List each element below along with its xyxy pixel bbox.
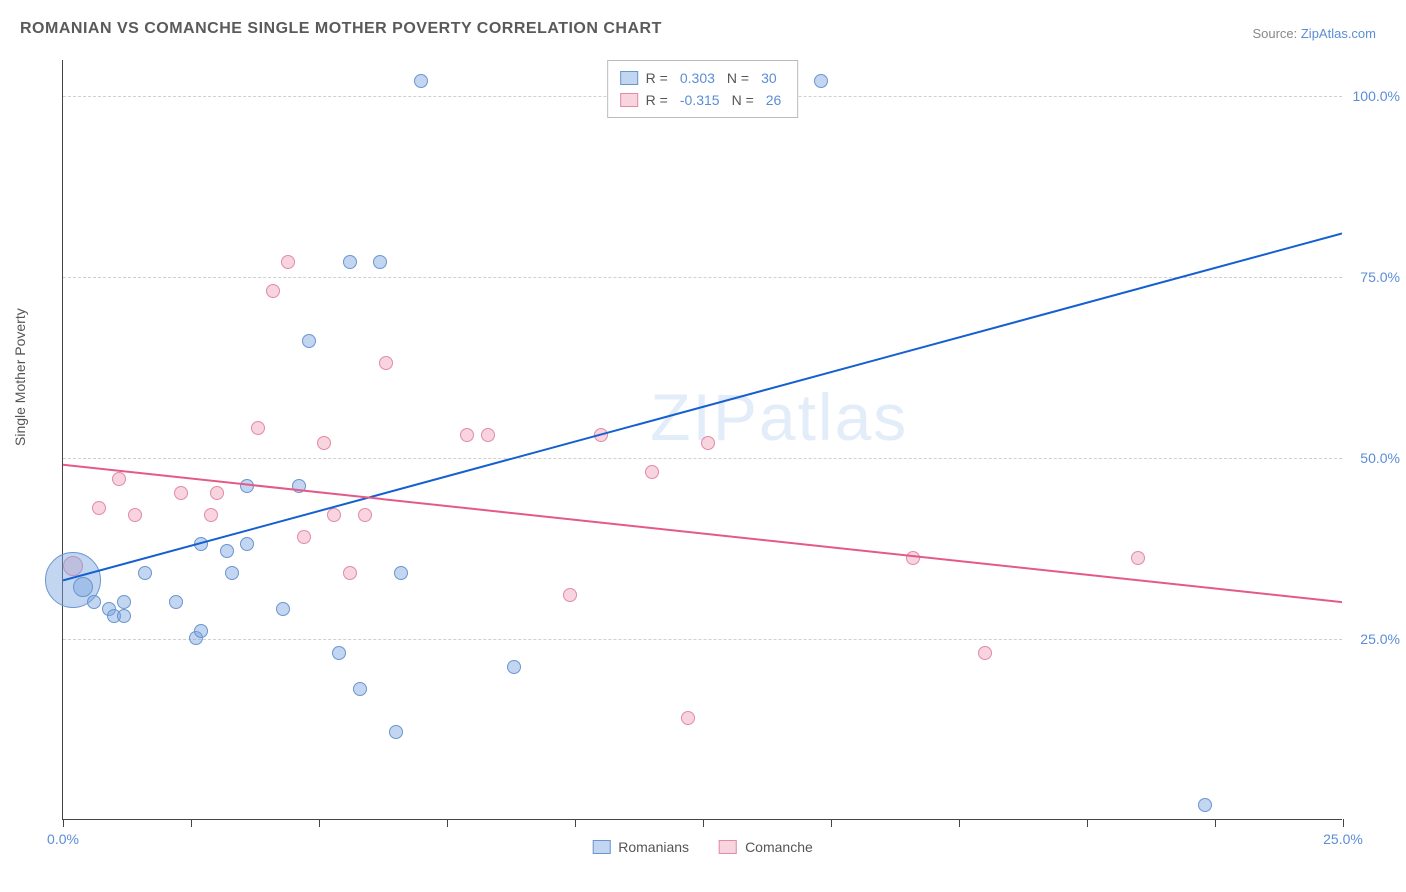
data-point-romanians	[225, 566, 239, 580]
legend-r-value-romanians: 0.303	[680, 67, 715, 89]
legend-n-value-comanche: 26	[766, 89, 782, 111]
plot-area: ZIPatlas R = 0.303 N = 30 R = -0.315 N =…	[62, 60, 1342, 820]
y-axis-label: Single Mother Poverty	[12, 308, 28, 446]
swatch-romanians	[620, 71, 638, 85]
xtick	[703, 819, 704, 827]
ytick-label: 50.0%	[1360, 450, 1400, 466]
chart-title: ROMANIAN VS COMANCHE SINGLE MOTHER POVER…	[20, 20, 662, 38]
data-point-romanians	[389, 725, 403, 739]
watermark: ZIPatlas	[650, 379, 908, 455]
xtick	[63, 819, 64, 827]
data-point-comanche	[251, 421, 265, 435]
data-point-romanians	[169, 595, 183, 609]
swatch-comanche	[620, 93, 638, 107]
ytick-label: 75.0%	[1360, 269, 1400, 285]
chart-container: ROMANIAN VS COMANCHE SINGLE MOTHER POVER…	[20, 20, 1386, 872]
legend-item-comanche: Comanche	[719, 839, 813, 855]
xtick	[575, 819, 576, 827]
data-point-romanians	[276, 602, 290, 616]
data-point-comanche	[112, 472, 126, 486]
data-point-comanche	[978, 646, 992, 660]
data-point-romanians	[194, 537, 208, 551]
data-point-romanians	[87, 595, 101, 609]
data-point-comanche	[594, 428, 608, 442]
xtick	[191, 819, 192, 827]
xtick-label: 25.0%	[1323, 831, 1363, 847]
xtick	[1343, 819, 1344, 827]
series-legend: Romanians Comanche	[592, 839, 813, 855]
legend-r-label: R =	[646, 67, 668, 89]
data-point-comanche	[906, 551, 920, 565]
gridline-h	[63, 277, 1342, 278]
legend-n-value-romanians: 30	[761, 67, 777, 89]
data-point-comanche	[343, 566, 357, 580]
data-point-comanche	[327, 508, 341, 522]
xtick	[831, 819, 832, 827]
data-point-comanche	[563, 588, 577, 602]
gridline-h	[63, 458, 1342, 459]
data-point-comanche	[174, 486, 188, 500]
xtick-label: 0.0%	[47, 831, 79, 847]
data-point-romanians	[814, 74, 828, 88]
legend-label-comanche: Comanche	[745, 839, 813, 855]
swatch-comanche-bottom	[719, 840, 737, 854]
data-point-romanians	[240, 537, 254, 551]
data-point-comanche	[317, 436, 331, 450]
data-point-romanians	[194, 624, 208, 638]
data-point-comanche	[701, 436, 715, 450]
data-point-comanche	[266, 284, 280, 298]
source-attribution: Source: ZipAtlas.com	[1252, 26, 1376, 41]
data-point-comanche	[128, 508, 142, 522]
stats-legend: R = 0.303 N = 30 R = -0.315 N = 26	[607, 60, 799, 118]
ytick-label: 25.0%	[1360, 631, 1400, 647]
legend-r-label-2: R =	[646, 89, 668, 111]
data-point-romanians	[302, 334, 316, 348]
trendline-comanche	[63, 465, 1342, 602]
data-point-comanche	[281, 255, 295, 269]
xtick	[319, 819, 320, 827]
data-point-romanians	[332, 646, 346, 660]
gridline-h	[63, 639, 1342, 640]
data-point-romanians	[220, 544, 234, 558]
data-point-comanche	[297, 530, 311, 544]
data-point-romanians	[353, 682, 367, 696]
xtick	[1215, 819, 1216, 827]
swatch-romanians-bottom	[592, 840, 610, 854]
data-point-comanche	[1131, 551, 1145, 565]
source-label: Source:	[1252, 26, 1300, 41]
data-point-comanche	[645, 465, 659, 479]
data-point-romanians	[373, 255, 387, 269]
data-point-comanche	[379, 356, 393, 370]
legend-r-value-comanche: -0.315	[680, 89, 720, 111]
data-point-comanche	[210, 486, 224, 500]
data-point-romanians	[117, 609, 131, 623]
data-point-comanche	[92, 501, 106, 515]
legend-item-romanians: Romanians	[592, 839, 689, 855]
data-point-comanche	[358, 508, 372, 522]
trendline-romanians	[63, 233, 1342, 580]
xtick	[447, 819, 448, 827]
data-point-comanche	[204, 508, 218, 522]
legend-label-romanians: Romanians	[618, 839, 689, 855]
data-point-romanians	[414, 74, 428, 88]
xtick	[959, 819, 960, 827]
ytick-label: 100.0%	[1353, 88, 1400, 104]
data-point-romanians	[507, 660, 521, 674]
data-point-romanians	[292, 479, 306, 493]
data-point-romanians	[117, 595, 131, 609]
xtick	[1087, 819, 1088, 827]
data-point-comanche	[481, 428, 495, 442]
data-point-romanians	[138, 566, 152, 580]
legend-row-romanians: R = 0.303 N = 30	[620, 67, 786, 89]
data-point-comanche	[681, 711, 695, 725]
data-point-romanians	[343, 255, 357, 269]
data-point-romanians	[394, 566, 408, 580]
legend-n-label-2: N =	[732, 89, 754, 111]
data-point-romanians	[240, 479, 254, 493]
data-point-romanians	[1198, 798, 1212, 812]
data-point-comanche	[460, 428, 474, 442]
legend-row-comanche: R = -0.315 N = 26	[620, 89, 786, 111]
source-link[interactable]: ZipAtlas.com	[1301, 26, 1376, 41]
legend-n-label: N =	[727, 67, 749, 89]
